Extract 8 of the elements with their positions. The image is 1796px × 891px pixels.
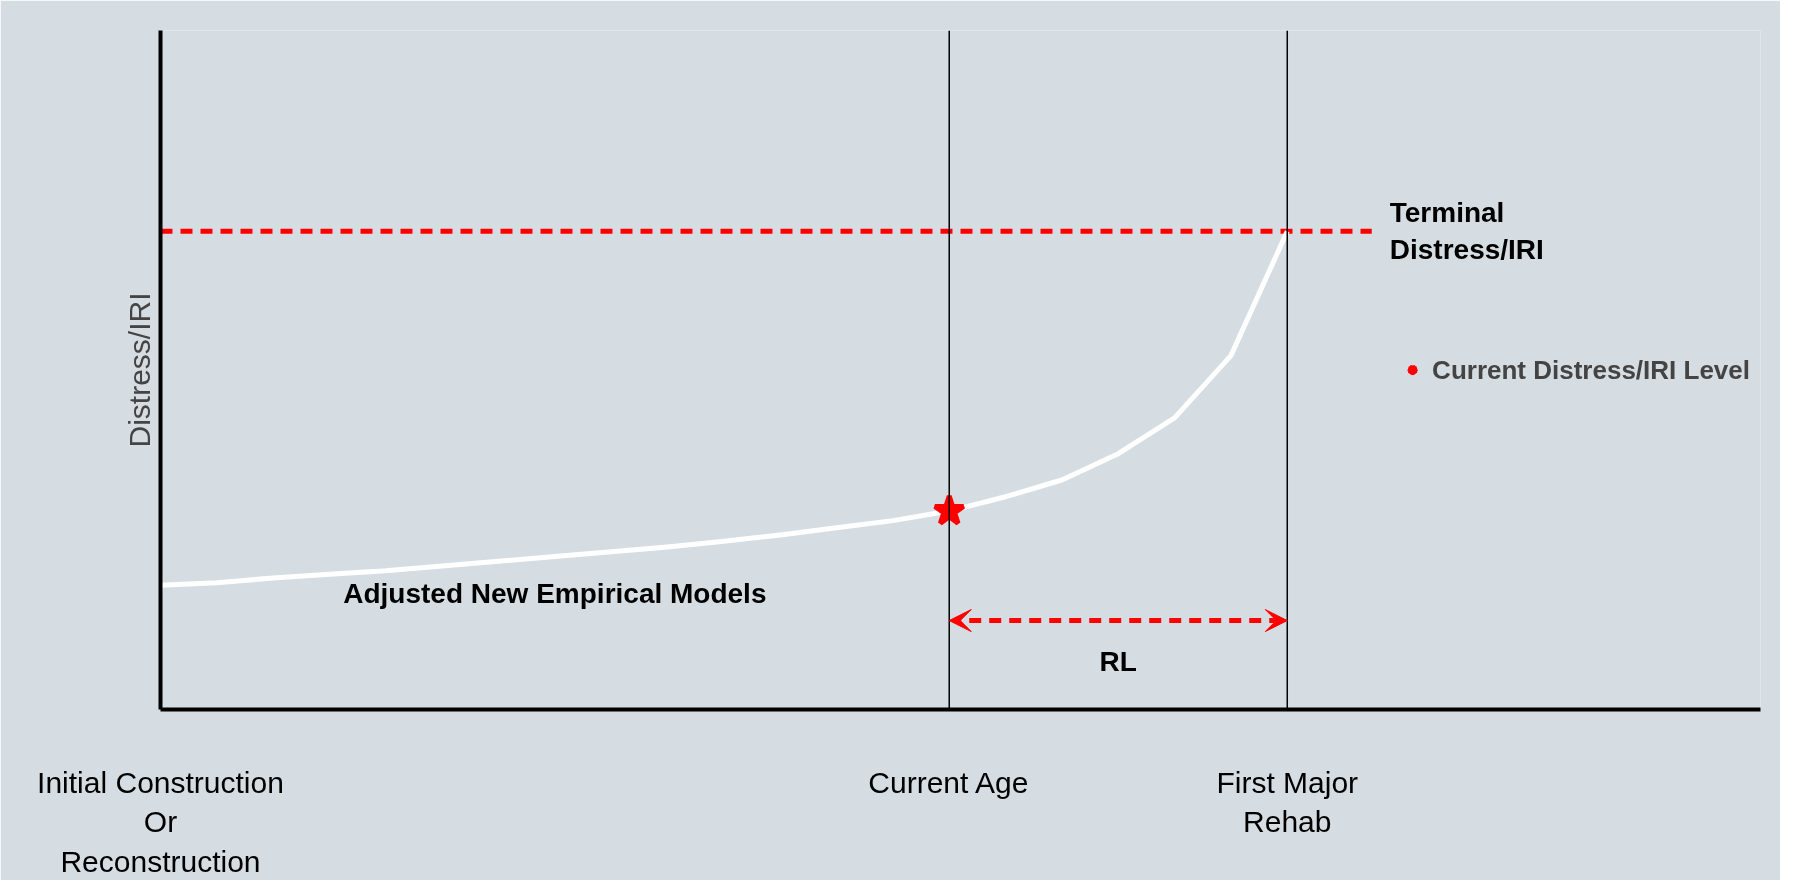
x-tick-label: First Major Rehab — [1216, 765, 1359, 839]
annotation: RL — [1099, 645, 1137, 677]
y-axis-title: Distress/IRI — [122, 292, 156, 448]
legend-label: Current Distress/IRI Level — [1432, 354, 1750, 385]
x-tick-label: Current Age — [868, 765, 1029, 799]
x-tick-label: Initial Construction Or Reconstruction — [37, 765, 284, 878]
series-label: Adjusted New Empirical Models — [343, 578, 767, 610]
ref-line-label: Terminal Distress/IRI — [1389, 197, 1544, 266]
